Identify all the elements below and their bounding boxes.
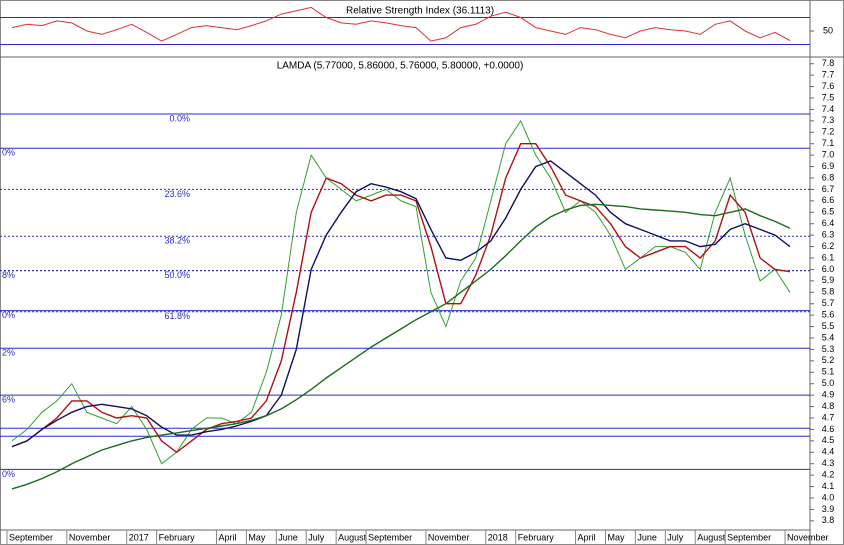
x-tick-label: November — [787, 532, 829, 542]
fib-label: 0% — [2, 310, 15, 320]
y-tick-label: 5.9 — [822, 275, 835, 285]
fib-label: 38.2% — [164, 236, 190, 246]
x-tick-label: June — [278, 532, 298, 542]
fib-label: 61.8% — [164, 311, 190, 321]
x-tick-label: September — [9, 532, 53, 542]
y-tick-label: 5.6 — [822, 310, 835, 320]
y-tick-label: 4.2 — [822, 470, 835, 480]
fib-label: 8% — [2, 270, 15, 280]
y-tick-label: 6.9 — [822, 161, 835, 171]
fib-label: 50.0% — [164, 270, 190, 280]
y-tick-label: 6.5 — [822, 207, 835, 217]
x-tick-label: April — [578, 532, 596, 542]
y-tick-label: 4.1 — [822, 481, 835, 491]
x-tick-label: July — [667, 532, 684, 542]
y-tick-label: 7.4 — [822, 104, 835, 114]
y-tick-label: 4.6 — [822, 424, 835, 434]
y-tick-label: 6.7 — [822, 184, 835, 194]
y-tick-label: 4.4 — [822, 447, 835, 457]
series-line — [11, 119, 791, 465]
x-tick-label: 2017 — [129, 532, 149, 542]
y-tick-label: 4.7 — [822, 412, 835, 422]
x-tick-label: February — [518, 532, 555, 542]
x-tick-label: May — [607, 532, 625, 542]
x-tick-label: August — [697, 532, 726, 542]
y-tick-label: 3.8 — [822, 515, 835, 525]
y-tick-label: 7.0 — [822, 150, 835, 160]
x-tick-label: November — [428, 532, 470, 542]
series-line — [11, 160, 791, 448]
y-tick-label: 4.3 — [822, 458, 835, 468]
y-tick-label: 7.3 — [822, 115, 835, 125]
fib-label: 0% — [2, 469, 15, 479]
y-tick-label: 6.8 — [822, 172, 835, 182]
y-tick-label: 4.0 — [822, 492, 835, 502]
y-tick-label: 5.5 — [822, 321, 835, 331]
fib-label: 23.6% — [164, 189, 190, 199]
y-tick-label: 4.9 — [822, 390, 835, 400]
y-tick-label: 6.6 — [822, 195, 835, 205]
y-tick-label: 7.7 — [822, 70, 835, 80]
x-tick-label: May — [248, 532, 266, 542]
x-tick-label: August — [338, 532, 367, 542]
y-tick-label: 6.1 — [822, 252, 835, 262]
y-tick-label: 5.4 — [822, 332, 835, 342]
y-tick-label: 6.3 — [822, 230, 835, 240]
y-tick-label: 7.5 — [822, 92, 835, 102]
x-tick-label: September — [727, 532, 771, 542]
fib-label: 6% — [2, 395, 15, 405]
y-tick-label: 6.0 — [822, 264, 835, 274]
y-tick-label: 6.4 — [822, 218, 835, 228]
series-line — [11, 143, 791, 454]
x-tick-label: 2018 — [488, 532, 508, 542]
y-tick-label: 3.9 — [822, 504, 835, 514]
x-tick-label: November — [69, 532, 111, 542]
y-tick-label: 5.2 — [822, 355, 835, 365]
rsi-title: Relative Strength Index (36.1113) — [346, 6, 494, 17]
x-tick-label: July — [308, 532, 325, 542]
x-tick-label: September — [368, 532, 412, 542]
y-tick-label: 5.3 — [822, 344, 835, 354]
series-line — [11, 6, 791, 42]
y-tick-label: 7.1 — [822, 138, 835, 148]
series-line — [11, 203, 791, 490]
y-tick-label: 7.2 — [822, 127, 835, 137]
x-tick-label: February — [159, 532, 196, 542]
x-tick-label: June — [637, 532, 657, 542]
y-tick-label: 5.8 — [822, 287, 835, 297]
y-tick-label: 6.2 — [822, 241, 835, 251]
y-tick-label: 7.8 — [822, 58, 835, 68]
y-tick-label: 5.7 — [822, 298, 835, 308]
y-tick-label: 4.8 — [822, 401, 835, 411]
y-tick-label: 5.0 — [822, 378, 835, 388]
y-tick-label: 50 — [823, 25, 833, 35]
price-title: LAMDA (5.77000, 5.86000, 5.76000, 5.8000… — [277, 61, 524, 72]
fib-label: 2% — [2, 348, 15, 358]
y-tick-label: 4.5 — [822, 435, 835, 445]
y-tick-label: 5.1 — [822, 367, 835, 377]
fib-label: 0% — [2, 148, 15, 158]
x-tick-label: April — [218, 532, 236, 542]
y-tick-label: 7.6 — [822, 81, 835, 91]
fib-label: 0.0% — [169, 113, 190, 123]
